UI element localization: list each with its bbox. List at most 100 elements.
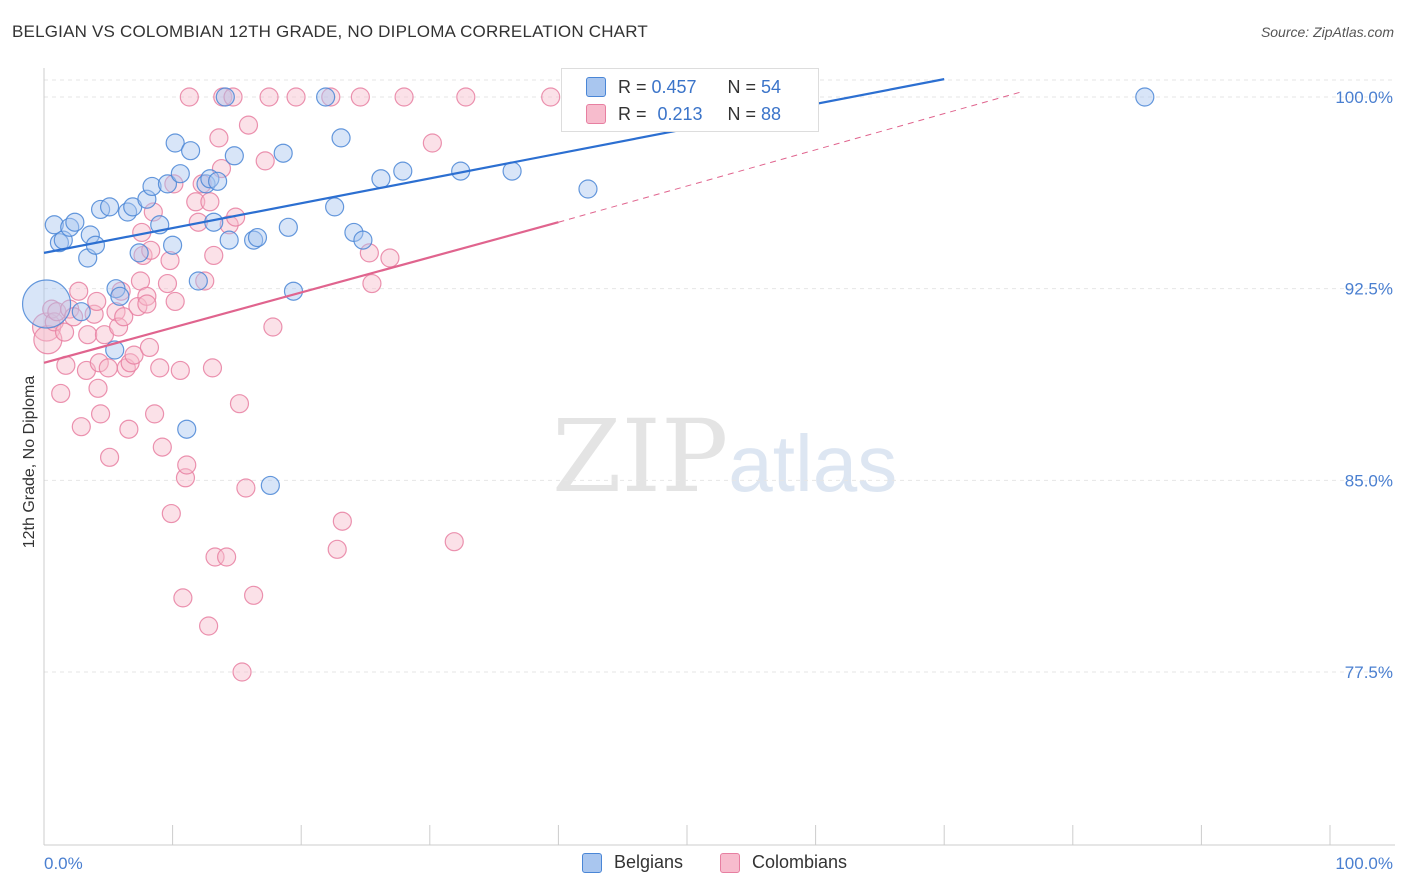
x-tick-label: 100.0%: [1335, 854, 1393, 873]
colombian-point: [33, 325, 63, 355]
colombian-point: [179, 87, 199, 107]
colombian-point: [244, 585, 264, 605]
colombians-r-label: R =: [618, 103, 652, 124]
colombian-point: [54, 322, 75, 342]
colombian-point: [219, 215, 239, 235]
colombians-trend-extension: [558, 91, 1022, 223]
chart-title: BELGIAN VS COLOMBIAN 12TH GRADE, NO DIPL…: [12, 22, 648, 41]
belgians-n-label: N =: [727, 76, 762, 97]
colombian-point: [88, 378, 108, 398]
y-tick-label: 77.5%: [1345, 663, 1393, 682]
colombian-point: [327, 539, 347, 559]
belgian-point: [110, 286, 130, 306]
y-tick-label: 100.0%: [1335, 88, 1393, 107]
belgian-point: [260, 475, 280, 496]
belgian-point: [177, 419, 197, 439]
belgian-point: [188, 271, 208, 291]
colombian-point: [170, 360, 190, 381]
colombian-point: [236, 478, 256, 498]
belgian-point: [371, 169, 391, 189]
belgian-point: [71, 302, 91, 322]
colombian-point: [177, 455, 197, 475]
colombian-point: [139, 337, 160, 358]
belgian-point: [200, 169, 220, 189]
x-tick-label: 0.0%: [44, 854, 83, 873]
colombian-point: [422, 133, 442, 153]
colombian-point: [78, 325, 98, 345]
colombian-point: [157, 273, 178, 294]
colombian-point: [161, 503, 181, 524]
colombian-point: [90, 404, 111, 424]
colombian-point: [362, 273, 382, 294]
belgians-legend-swatch: [582, 852, 602, 873]
colombian-point: [108, 317, 129, 337]
belgian-point: [283, 281, 304, 301]
belgian-point: [181, 141, 201, 161]
belgian-point: [353, 230, 373, 250]
colombian-point: [195, 271, 215, 291]
colombian-point: [141, 240, 161, 260]
legend-item-colombians[interactable]: Colombians: [720, 852, 847, 873]
belgians-r-value: 0.457: [651, 76, 697, 97]
watermark-zip: ZIP: [552, 398, 729, 515]
legend-row-belgians: R = 0.457 N = 54: [586, 75, 781, 99]
belgian-point: [165, 133, 185, 153]
belgian-point: [273, 143, 293, 163]
belgian-point: [117, 202, 138, 222]
belgian-point: [224, 146, 244, 166]
belgian-point: [1135, 87, 1155, 107]
colombian-point: [541, 87, 561, 107]
belgian-point: [44, 215, 64, 235]
colombian-point: [205, 547, 225, 567]
source-credit: Source: ZipAtlas.com: [1260, 24, 1394, 40]
belgian-point: [393, 161, 413, 181]
colombians-n-label: N =: [727, 103, 762, 124]
belgian-point: [129, 243, 149, 263]
legend-item-belgians[interactable]: Belgians: [582, 852, 683, 873]
colombian-point: [124, 345, 144, 365]
belgian-point: [21, 279, 72, 329]
belgians-r-label: R =: [618, 76, 652, 97]
axes: [43, 68, 1395, 846]
colombian-point: [394, 87, 414, 107]
colombians-trend-line: [43, 221, 559, 364]
colombian-point: [160, 250, 180, 271]
colombian-point: [263, 317, 283, 337]
belgians-legend-label: Belgians: [614, 852, 684, 872]
colombian-point: [89, 353, 109, 373]
colombian-point: [71, 417, 91, 437]
belgian-point: [219, 230, 239, 250]
belgian-point: [325, 197, 345, 217]
tick-labels: 100.0% 92.5% 85.0% 77.5% 0.0% 100.0%: [44, 88, 1393, 873]
belgian-point: [316, 87, 336, 107]
colombians-r-value: 0.213: [657, 103, 703, 124]
gridlines: [44, 79, 1395, 673]
stats-legend: R = 0.457 N = 54 R = 0.213 N = 88: [561, 68, 819, 132]
colombian-point: [217, 547, 237, 567]
colombian-point: [114, 307, 134, 327]
colombian-point: [98, 358, 118, 378]
colombian-point: [286, 87, 306, 107]
belgian-point: [60, 217, 80, 237]
y-tick-label: 92.5%: [1345, 280, 1393, 299]
colombians-n-value: 88: [761, 103, 782, 124]
colombian-point: [186, 192, 206, 212]
belgian-point: [247, 227, 268, 248]
belgians-points: [21, 87, 1155, 496]
belgian-point: [142, 176, 162, 197]
colombian-point: [165, 291, 185, 312]
y-tick-label: 85.0%: [1345, 471, 1393, 490]
belgian-point: [163, 235, 183, 255]
belgian-point: [215, 87, 235, 107]
colombian-point: [255, 151, 275, 171]
belgians-n-value: 54: [761, 76, 782, 97]
legend-row-colombians: R = 0.213 N = 88: [586, 102, 781, 126]
colombian-point: [144, 404, 165, 424]
colombian-point: [200, 192, 220, 212]
belgians-swatch: [586, 77, 606, 97]
colombian-point: [209, 128, 229, 148]
colombian-point: [150, 358, 170, 378]
belgian-point: [99, 197, 120, 217]
colombian-point: [204, 245, 224, 266]
